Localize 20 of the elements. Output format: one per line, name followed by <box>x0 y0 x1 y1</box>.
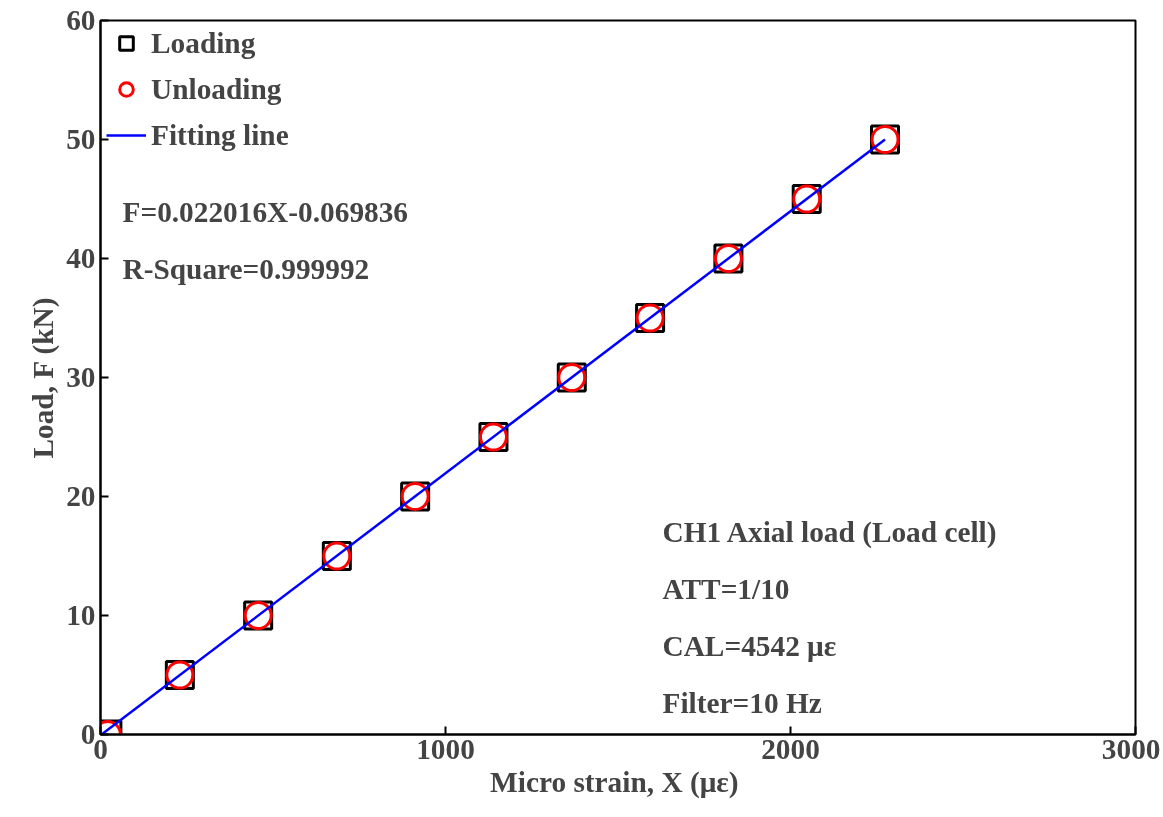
x-tick-label: 3000 <box>1101 732 1161 765</box>
y-tick-label: 40 <box>66 242 96 274</box>
annotation: F=0.022016X-0.069836 <box>122 195 409 228</box>
y-axis-title: Load, F (kN) <box>27 297 61 459</box>
legend-label: Loading <box>151 26 256 60</box>
y-tick-label: 60 <box>66 4 96 36</box>
annotation: R-Square=0.999992 <box>122 252 370 285</box>
y-tick-label: 20 <box>66 480 96 512</box>
annotation: ATT=1/10 <box>662 572 790 605</box>
y-tick-label: 10 <box>66 599 96 631</box>
annotation: Filter=10 Hz <box>662 686 822 719</box>
x-tick-label: 1000 <box>416 732 475 765</box>
y-tick-label: 30 <box>66 361 96 393</box>
annotation: CH1 Axial load (Load cell) <box>662 515 997 549</box>
legend-label: Fitting line <box>151 118 289 152</box>
x-tick-label: 2000 <box>761 732 820 765</box>
x-axis-title: Micro strain, X (με) <box>490 765 739 799</box>
legend-label: Unloading <box>151 72 282 106</box>
y-tick-label: 50 <box>66 123 96 155</box>
annotation: CAL=4542 με <box>662 629 837 662</box>
